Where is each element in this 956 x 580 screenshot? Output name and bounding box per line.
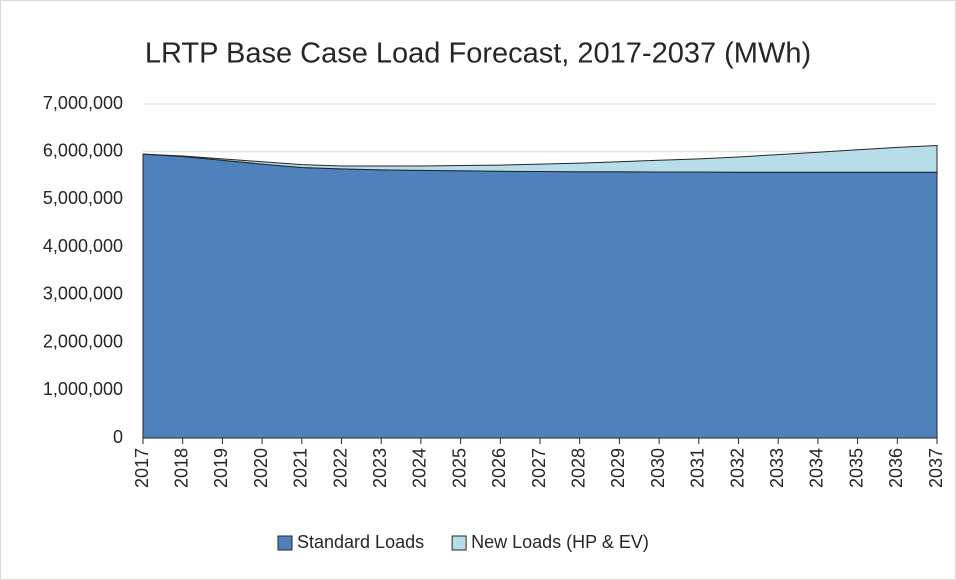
area <box>142 144 938 173</box>
x-tick-label: 2024 <box>410 448 430 488</box>
legend-swatch <box>451 535 467 551</box>
y-tick-label: 7,000,000 <box>43 93 123 113</box>
x-tick-label: 2020 <box>251 448 271 488</box>
x-tick-label: 2017 <box>132 448 152 488</box>
x-tick-label: 2037 <box>926 448 946 488</box>
legend-label: New Loads (HP & EV) <box>471 532 649 552</box>
x-tick-label: 2035 <box>846 448 866 488</box>
x-tick-label: 2022 <box>330 448 350 488</box>
y-tick-label: 4,000,000 <box>43 236 123 256</box>
y-tick-label: 6,000,000 <box>43 140 123 160</box>
x-tick-label: 2019 <box>211 448 231 488</box>
y-tick-label: 0 <box>113 427 123 447</box>
x-tick-label: 2030 <box>648 448 668 488</box>
x-tick-label: 2036 <box>886 448 906 488</box>
x-tick-label: 2031 <box>688 448 708 488</box>
legend-label: Standard Loads <box>297 532 424 552</box>
x-tick-label: 2034 <box>807 448 827 488</box>
x-tick-label: 2026 <box>489 448 509 488</box>
x-tick-label: 2029 <box>608 448 628 488</box>
x-tick-label: 2032 <box>727 448 747 488</box>
y-tick-label: 3,000,000 <box>43 284 123 304</box>
y-tick-label: 2,000,000 <box>43 331 123 351</box>
y-tick-label: 5,000,000 <box>43 188 123 208</box>
x-tick-label: 2025 <box>449 448 469 488</box>
x-tick-label: 2033 <box>767 448 787 488</box>
x-tick-label: 2027 <box>529 448 549 488</box>
y-tick-label: 1,000,000 <box>43 379 123 399</box>
chart-title: LRTP Base Case Load Forecast, 2017-2037 … <box>145 38 811 70</box>
x-tick-label: 2018 <box>171 448 191 488</box>
legend-swatch <box>277 535 293 551</box>
x-tick-label: 2023 <box>370 448 390 488</box>
area <box>142 153 938 439</box>
x-tick-label: 2028 <box>568 448 588 488</box>
x-tick-label: 2021 <box>291 448 311 488</box>
